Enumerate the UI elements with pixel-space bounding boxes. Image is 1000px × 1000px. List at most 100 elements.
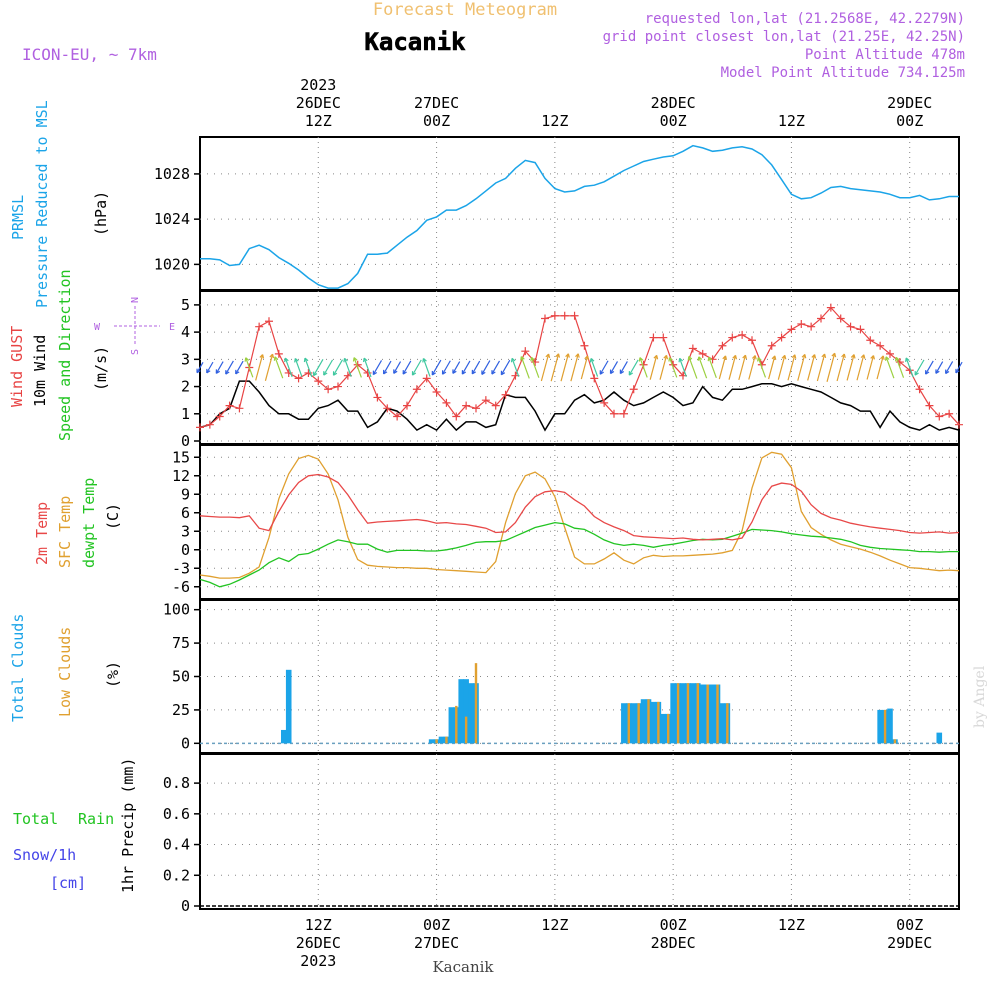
wind-arrow — [905, 357, 914, 378]
gust-marker — [373, 393, 382, 402]
bottom-time-label: 00Z — [423, 916, 450, 934]
y-tick-label: 0 — [181, 432, 190, 450]
wind-arrow — [955, 361, 963, 374]
gust-marker — [462, 401, 471, 410]
panel-frames — [199, 136, 960, 910]
total-cloud-bar — [468, 683, 474, 744]
wind-arrow-head — [732, 354, 738, 360]
wind-arrow-head — [565, 353, 570, 358]
wind-arrow-head — [925, 370, 930, 375]
wind-arrow — [550, 353, 560, 382]
low-cloud-bar — [726, 703, 729, 744]
wind-arrow-head — [471, 369, 477, 375]
gust-marker — [314, 377, 323, 386]
wind-arrow-head — [678, 357, 684, 363]
wind-arrow-head — [757, 357, 762, 362]
wind-arrow — [520, 356, 530, 379]
temperature-series — [199, 451, 960, 588]
top-time-label: 12Z — [305, 112, 332, 130]
compass-west: W — [94, 322, 101, 333]
gust-marker — [619, 409, 628, 418]
wind-arrow — [777, 355, 786, 380]
low-cloud-bar — [716, 684, 719, 744]
gust-marker — [728, 333, 737, 342]
top-time-label: 12Z — [778, 112, 805, 130]
bottom-time-label: 00Z — [896, 916, 923, 934]
wind-arrow — [628, 359, 639, 376]
wind-arrow — [925, 360, 934, 375]
gust-marker — [560, 311, 569, 320]
wind-arrow — [363, 357, 372, 378]
gust-marker — [403, 401, 411, 410]
wind-arrow-head — [811, 354, 817, 359]
wind-arrow — [323, 359, 334, 376]
wind-arrow — [540, 353, 550, 382]
wind-arrow-head — [599, 370, 604, 375]
y-tick-label: 1 — [181, 405, 190, 423]
pressure-label: Pressure Reduced to MSL — [33, 100, 51, 308]
gust-marker — [215, 412, 224, 421]
wind-arrow — [856, 354, 865, 381]
temp-unit: (C) — [104, 503, 122, 530]
gust-marker — [807, 322, 816, 331]
gust-marker — [915, 385, 924, 394]
wind-arrow — [511, 358, 520, 377]
gust-marker — [787, 325, 796, 334]
wind-arrow-head — [791, 354, 797, 359]
gust-marker — [590, 374, 599, 383]
gust-marker — [895, 358, 904, 367]
gust-marker — [393, 412, 402, 421]
wind-arrow — [728, 355, 737, 380]
y-tick-label: 25 — [172, 701, 190, 719]
wind-arrow-head — [955, 368, 960, 374]
low-clouds-label: Low Clouds — [56, 627, 74, 717]
wind-arrow-head — [303, 357, 309, 363]
top-time-label: 00Z — [896, 112, 923, 130]
y-tick-label: 15 — [172, 448, 190, 466]
total-cloud-bar — [621, 703, 627, 744]
wind-arrow — [500, 359, 511, 376]
wind-arrow-head — [663, 354, 669, 360]
compass-rose: N S W E — [94, 297, 175, 355]
wind-arrow-head — [707, 356, 713, 362]
y-tick-label: 12 — [172, 467, 190, 485]
wind-arrow-head — [771, 355, 777, 360]
wind-arrow-head — [821, 353, 827, 359]
wind-arrow — [570, 353, 579, 382]
wind-arrow — [372, 360, 383, 375]
wind-arrow-head — [687, 355, 693, 361]
low-cloud-bar — [893, 739, 897, 744]
y-tick-label: 5 — [181, 296, 190, 314]
wind-arrow-head — [619, 369, 625, 375]
top-year-label: 2023 — [300, 76, 336, 94]
precip-unit: 1hr Precip (mm) — [119, 758, 137, 893]
y-tick-label: 0.8 — [163, 774, 190, 792]
wind-arrow-head — [880, 355, 885, 360]
wind-arrow — [255, 354, 264, 381]
subtitle: Forecast Meteogram — [373, 0, 557, 20]
gust-marker — [334, 382, 342, 391]
snow-unit-label: [cm] — [50, 874, 86, 892]
wind-arrow — [816, 353, 826, 382]
wind-arrow — [590, 358, 599, 377]
bottom-time-label: 12Z — [541, 916, 568, 934]
wind-arrow-head — [722, 355, 728, 360]
bottom-date-label: 27DEC — [414, 934, 459, 952]
wind-arrow-head — [343, 357, 348, 363]
gust-marker — [432, 388, 441, 396]
wind-arrow — [619, 361, 628, 374]
wind-arrow-head — [491, 370, 496, 375]
total-cloud-bar — [699, 684, 706, 744]
gust-marker — [196, 423, 204, 432]
wind-arrow — [885, 356, 895, 379]
wind-arrow-head — [323, 371, 328, 376]
watermark: by Angel — [972, 665, 988, 728]
grid-point-coords: grid point closest lon,lat (21.25E, 42.2… — [603, 29, 965, 45]
wind-arrow-head — [520, 356, 525, 361]
total-cloud-bar — [428, 739, 435, 744]
compass-south: S — [130, 349, 141, 355]
gust-marker — [826, 303, 835, 312]
wind-arrow-head — [530, 356, 535, 362]
wind-arrow-head — [312, 371, 318, 377]
